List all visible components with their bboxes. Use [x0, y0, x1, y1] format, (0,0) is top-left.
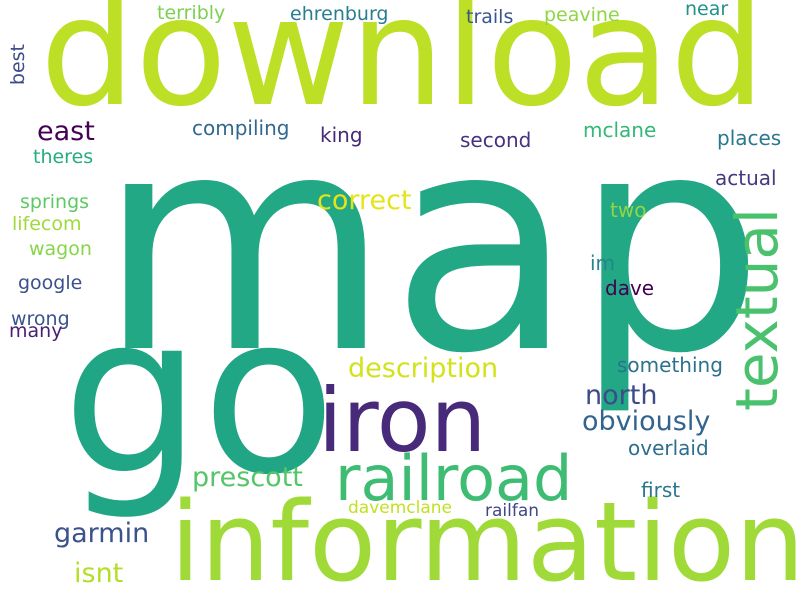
word-isnt: isnt — [74, 558, 124, 589]
word-theres: theres — [33, 146, 94, 168]
word-correct: correct — [317, 185, 412, 216]
word-wagon: wagon — [29, 238, 92, 260]
word-prescott: prescott — [192, 462, 303, 493]
word-google: google — [18, 272, 83, 294]
word-compiling: compiling — [192, 116, 290, 140]
word-something: something — [617, 353, 723, 377]
word-lifecom: lifecom — [12, 213, 82, 235]
word-garmin: garmin — [54, 518, 150, 549]
word-king: king — [320, 123, 363, 147]
word-wrong: wrong — [11, 308, 70, 330]
word-im: im — [590, 251, 616, 275]
word-information: information — [170, 478, 800, 600]
word-places: places — [717, 126, 782, 150]
word-download: download — [40, 0, 766, 140]
word-obviously: obviously — [582, 406, 711, 437]
word-railfan: railfan — [485, 501, 540, 521]
word-go: go — [62, 267, 337, 523]
word-mclane: mclane — [583, 118, 657, 142]
word-map: map — [98, 70, 765, 419]
word-textual: textual — [723, 208, 791, 411]
word-dave: dave — [605, 276, 655, 300]
word-two: two — [610, 198, 647, 222]
word-east: east — [37, 116, 95, 147]
word-trails: trails — [466, 6, 514, 28]
word-peavine: peavine — [544, 4, 620, 26]
word-near: near — [685, 0, 729, 20]
word-iron: iron — [318, 369, 487, 472]
word-terribly: terribly — [157, 2, 226, 24]
word-many: many — [9, 320, 63, 342]
word-railroad: railroad — [335, 442, 573, 515]
word-overlaid: overlaid — [628, 436, 709, 460]
word-actual: actual — [715, 166, 777, 190]
word-second: second — [460, 128, 532, 152]
word-best: best — [7, 44, 29, 86]
word-first: first — [641, 478, 681, 502]
word-davemclane: davemclane — [348, 498, 453, 518]
word-ehrenburg: ehrenburg — [290, 3, 389, 25]
word-description: description — [348, 353, 499, 384]
word-north: north — [585, 380, 658, 411]
word-springs: springs — [20, 191, 90, 213]
